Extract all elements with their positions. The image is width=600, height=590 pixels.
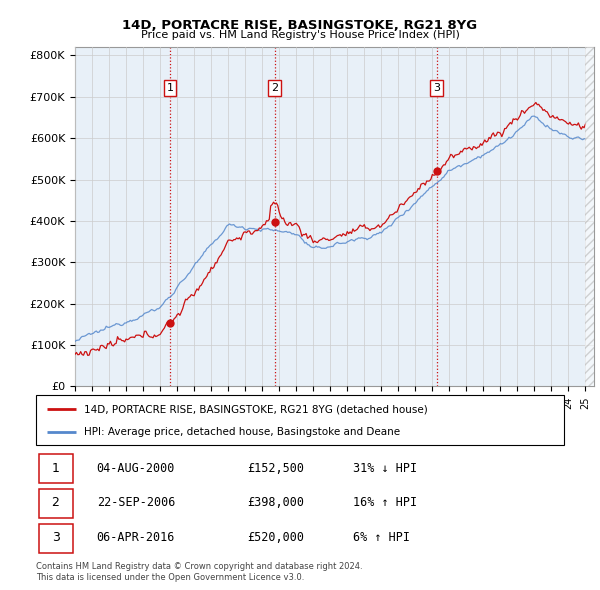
- Text: £152,500: £152,500: [247, 461, 304, 474]
- Text: 6% ↑ HPI: 6% ↑ HPI: [353, 532, 410, 545]
- Text: 14D, PORTACRE RISE, BASINGSTOKE, RG21 8YG: 14D, PORTACRE RISE, BASINGSTOKE, RG21 8Y…: [122, 19, 478, 32]
- Text: 04-AUG-2000: 04-AUG-2000: [97, 461, 175, 474]
- FancyBboxPatch shape: [38, 489, 73, 518]
- FancyBboxPatch shape: [36, 395, 564, 445]
- Text: 31% ↓ HPI: 31% ↓ HPI: [353, 461, 417, 474]
- Text: 3: 3: [433, 83, 440, 93]
- Text: 2: 2: [271, 83, 278, 93]
- Text: Price paid vs. HM Land Registry's House Price Index (HPI): Price paid vs. HM Land Registry's House …: [140, 30, 460, 40]
- Text: £520,000: £520,000: [247, 532, 304, 545]
- Text: 1: 1: [52, 461, 59, 474]
- Text: HPI: Average price, detached house, Basingstoke and Deane: HPI: Average price, detached house, Basi…: [83, 427, 400, 437]
- Text: 14D, PORTACRE RISE, BASINGSTOKE, RG21 8YG (detached house): 14D, PORTACRE RISE, BASINGSTOKE, RG21 8Y…: [83, 404, 427, 414]
- Text: 16% ↑ HPI: 16% ↑ HPI: [353, 496, 417, 510]
- Text: £398,000: £398,000: [247, 496, 304, 510]
- FancyBboxPatch shape: [38, 524, 73, 553]
- Text: This data is licensed under the Open Government Licence v3.0.: This data is licensed under the Open Gov…: [36, 573, 304, 582]
- Text: 1: 1: [167, 83, 173, 93]
- Text: 06-APR-2016: 06-APR-2016: [97, 532, 175, 545]
- Text: 22-SEP-2006: 22-SEP-2006: [97, 496, 175, 510]
- Bar: [586, 47, 594, 386]
- FancyBboxPatch shape: [38, 454, 73, 483]
- Text: Contains HM Land Registry data © Crown copyright and database right 2024.: Contains HM Land Registry data © Crown c…: [36, 562, 362, 571]
- Text: 3: 3: [52, 532, 59, 545]
- Text: 2: 2: [52, 496, 59, 510]
